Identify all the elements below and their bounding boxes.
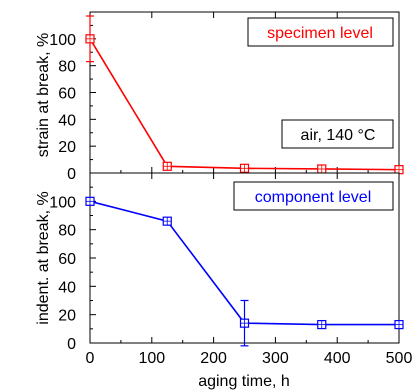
x-tick-label: 100 <box>138 350 165 367</box>
legend-specimen-level: specimen level <box>267 25 373 42</box>
y-tick-label: 0 <box>67 166 76 183</box>
y-tick-label: 60 <box>58 251 76 268</box>
y-tick-label: 100 <box>49 32 76 49</box>
legend-box-bottom <box>233 181 394 211</box>
x-ticks-bottom: 0 100 200 300 400 500 <box>86 173 413 367</box>
x-tick-label: 0 <box>86 350 95 367</box>
annotation-box <box>281 119 394 149</box>
x-tick-label: 400 <box>324 350 351 367</box>
y-tick-label: 100 <box>49 194 76 211</box>
x-tick-label: 500 <box>386 350 413 367</box>
annotation-air-140c: air, 140 °C <box>301 127 376 144</box>
x-tick-label: 200 <box>200 350 227 367</box>
y-axis-label-top: strain at break, % <box>35 33 52 158</box>
series-top <box>85 15 404 175</box>
y-ticks-top: 0 20 40 60 80 100 <box>49 24 96 183</box>
y-axis-label-bottom: indent. at break, % <box>35 191 52 324</box>
y-tick-label: 20 <box>58 308 76 325</box>
y-tick-label: 80 <box>58 223 76 240</box>
panel-component-level: 0 20 40 60 80 100 0 100 200 300 400 500 indent. at… <box>35 172 413 390</box>
y-tick-label: 80 <box>58 59 76 76</box>
y-tick-label: 20 <box>58 139 76 156</box>
y-tick-label: 40 <box>58 279 76 296</box>
x-tick-label: 300 <box>262 350 289 367</box>
series-bottom <box>85 196 404 347</box>
y-ticks-bottom: 0 20 40 60 80 100 <box>49 186 96 353</box>
x-axis-label: aging time, h <box>198 373 290 390</box>
legend-component-level: component level <box>255 189 372 206</box>
y-tick-label: 60 <box>58 86 76 103</box>
y-tick-label: 0 <box>67 336 76 353</box>
y-tick-label: 40 <box>58 112 76 129</box>
legend-box-top <box>247 17 394 47</box>
panel-specimen-level: 0 20 40 60 80 100 strain at break, % specimen… <box>35 11 404 183</box>
